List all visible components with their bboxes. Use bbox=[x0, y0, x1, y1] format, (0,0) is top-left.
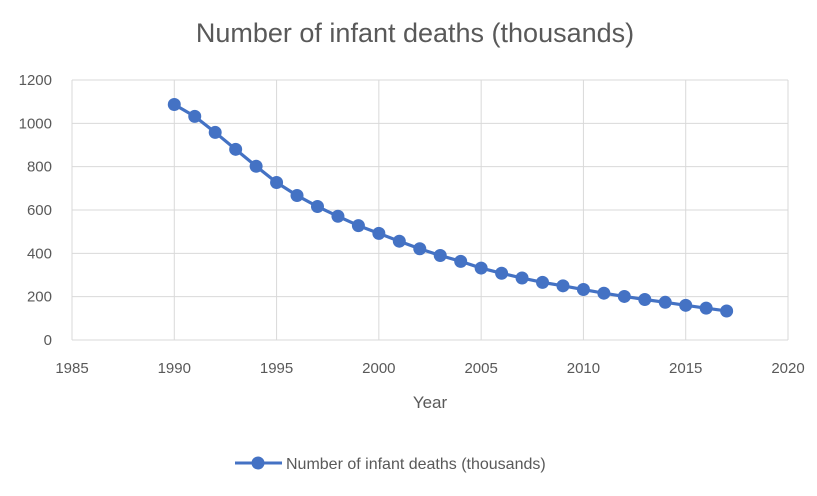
data-point bbox=[270, 175, 284, 189]
data-point bbox=[392, 234, 406, 248]
y-tick-label: 600 bbox=[27, 202, 52, 219]
data-point bbox=[720, 304, 734, 318]
data-point bbox=[515, 271, 529, 285]
series-group bbox=[167, 97, 734, 318]
data-point bbox=[536, 275, 550, 289]
x-tick-label: 1990 bbox=[158, 360, 191, 377]
data-point bbox=[249, 159, 263, 173]
data-point bbox=[413, 242, 427, 256]
data-point bbox=[638, 292, 652, 306]
x-tick-label: 1995 bbox=[260, 360, 293, 377]
data-point bbox=[208, 125, 222, 139]
x-tick-label: 2015 bbox=[669, 360, 702, 377]
y-tick-label: 200 bbox=[27, 289, 52, 306]
data-point bbox=[310, 200, 324, 214]
x-tick-label: 1985 bbox=[55, 360, 88, 377]
legend: Number of infant deaths (thousands) bbox=[235, 456, 546, 473]
data-point bbox=[372, 226, 386, 240]
data-point bbox=[679, 298, 693, 312]
y-tick-label: 800 bbox=[27, 159, 52, 176]
data-point bbox=[474, 261, 488, 275]
x-tick-label: 2000 bbox=[362, 360, 395, 377]
legend-marker-swatch bbox=[251, 456, 265, 470]
chart-title: Number of infant deaths (thousands) bbox=[196, 18, 634, 48]
data-point bbox=[188, 109, 202, 123]
data-point bbox=[167, 97, 181, 111]
x-axis-title: Year bbox=[413, 393, 448, 412]
data-point bbox=[556, 279, 570, 293]
y-tick-label: 0 bbox=[44, 332, 52, 349]
data-point bbox=[576, 283, 590, 297]
series-line bbox=[173, 103, 727, 313]
x-tick-label: 2010 bbox=[567, 360, 600, 377]
data-point bbox=[351, 219, 365, 233]
y-tick-label: 1000 bbox=[19, 115, 52, 132]
data-point bbox=[495, 266, 509, 280]
data-point bbox=[331, 209, 345, 223]
data-point bbox=[290, 188, 304, 202]
x-tick-label: 2020 bbox=[771, 360, 804, 377]
data-point bbox=[433, 249, 447, 262]
y-tick-label: 400 bbox=[27, 245, 52, 262]
x-tick-label: 2005 bbox=[464, 360, 497, 377]
gridlines bbox=[71, 79, 789, 341]
data-point bbox=[617, 289, 631, 303]
data-point bbox=[229, 142, 243, 156]
data-point bbox=[699, 301, 713, 315]
legend-label: Number of infant deaths (thousands) bbox=[286, 456, 546, 473]
data-point bbox=[658, 295, 672, 309]
data-point bbox=[597, 286, 611, 300]
axes: 0 200 400 600 800 1000 1200 1985 1990 1995 2000 200… bbox=[19, 72, 805, 377]
data-point bbox=[454, 254, 468, 268]
y-tick-label: 1200 bbox=[19, 72, 52, 89]
